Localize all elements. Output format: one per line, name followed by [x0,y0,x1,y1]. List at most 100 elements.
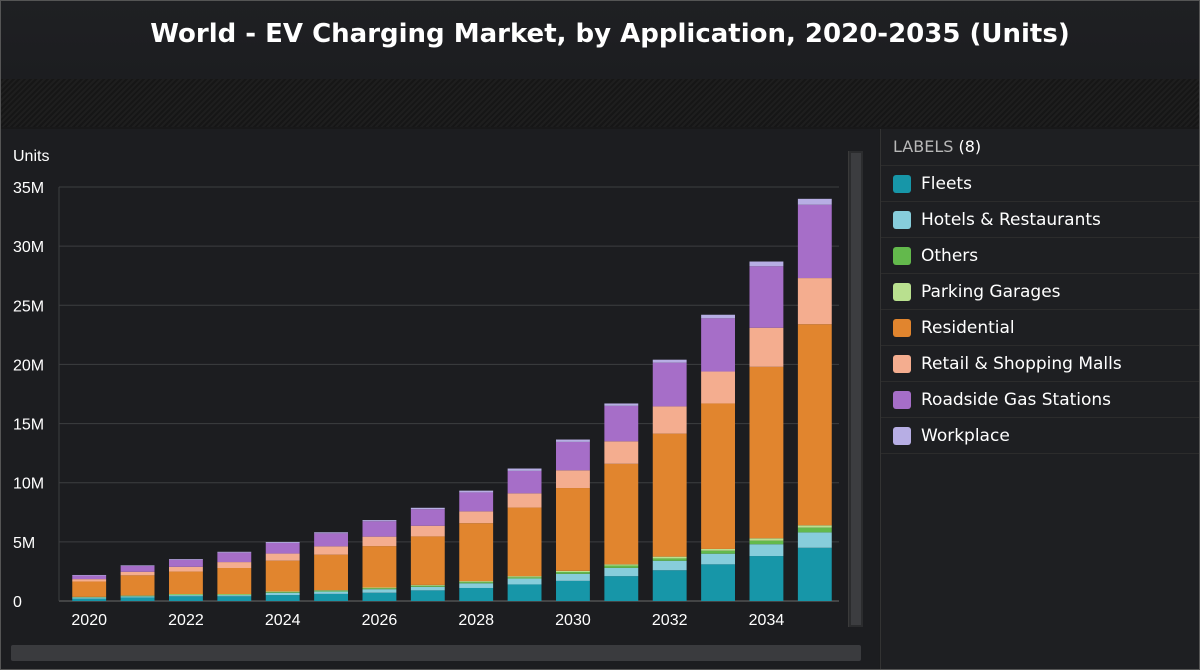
bar-segment [362,546,397,588]
y-tick-label: 5M [13,535,35,552]
y-axis-title: Units [13,148,49,165]
bar-segment [217,567,252,595]
legend-item[interactable]: Retail & Shopping Malls [881,346,1199,382]
vertical-scrollbar[interactable] [848,151,863,627]
legend-item[interactable]: Hotels & Restaurants [881,202,1199,238]
bar-segment [749,538,784,541]
bar-segment [410,590,445,601]
bar-segment [556,441,590,471]
legend-item[interactable]: Parking Garages [881,274,1199,310]
bar-segment [556,580,590,601]
bar-segment [217,595,252,597]
bar-segment [652,558,687,561]
bar-stack [507,468,542,601]
bar-segment [701,553,735,565]
bar-segment [507,493,542,508]
bar-segment [314,593,348,601]
bar-segment [701,314,735,319]
vertical-scrollbar-thumb[interactable] [851,153,861,625]
bar-segment [701,403,735,549]
bar-stack [265,541,300,601]
bar-segment [265,542,300,554]
legend-swatch [893,174,911,193]
bar-segment [701,550,735,554]
bar-segment [604,564,639,566]
bar-segment [217,596,252,601]
bar-segment [797,525,832,528]
bar-segment [604,463,639,565]
bar-stack [797,198,832,601]
bars [72,198,832,601]
bar-segment [314,590,348,591]
bar-segment [362,521,397,537]
bar-stack [169,559,203,601]
bar-segment [265,592,300,593]
bar-segment [459,511,494,524]
bar-stack [556,439,590,601]
bar-segment [749,556,784,601]
legend-list: Fleets Hotels & Restaurants Others Parking … [881,166,1199,454]
legend-swatch [893,426,911,445]
bar-segment [556,470,590,489]
legend-label: Fleets [921,173,972,194]
bar-segment [265,541,300,543]
legend-swatch [893,246,911,265]
bar-segment [507,507,542,577]
bar-segment [265,595,300,601]
bar-segment [459,523,494,582]
bar-segment [701,548,735,551]
bar-segment [314,546,348,555]
bar-segment [120,565,155,572]
legend-header-count: (8) [958,137,982,156]
bar-segment [410,507,445,510]
bar-segment [265,591,300,593]
bar-segment [749,327,784,367]
bar-segment [72,574,107,576]
bar-segment [217,562,252,568]
legend-label: Workplace [921,425,1010,446]
bar-stack [217,551,252,601]
bar-segment [749,266,784,328]
legend-item[interactable]: Fleets [881,166,1199,202]
bar-segment [120,571,155,576]
legend-item[interactable]: Roadside Gas Stations [881,382,1199,418]
bar-segment [749,366,784,539]
bar-segment [217,551,252,553]
horizontal-scrollbar[interactable] [11,645,861,661]
x-tick-label: 2030 [555,612,591,629]
bar-segment [459,587,494,601]
chart-panel: Units 0 5M 10M 15M 20M 25M 30M 35M 2020 2022 2024… [1,129,879,669]
gridlines [58,186,839,602]
bar-segment [362,520,397,522]
bar-segment [556,439,590,442]
bar-segment [749,544,784,557]
bar-segment [362,592,397,601]
bar-segment [507,578,542,585]
x-tick-label: 2028 [458,612,494,629]
bar-segment [314,533,348,547]
y-tick-label: 15M [13,417,44,434]
bar-segment [797,204,832,279]
stacked-bar-chart: Units 0 5M 10M 15M 20M 25M 30M 35M 2020 2022 2024… [13,148,839,629]
legend-item[interactable]: Workplace [881,418,1199,454]
y-tick-label: 25M [13,298,44,315]
y-tick-label: 10M [13,476,44,493]
bar-segment [265,553,300,561]
bar-segment [120,565,155,566]
legend-label: Roadside Gas Stations [921,389,1112,410]
x-tick-label: 2024 [265,612,301,629]
bar-segment [604,441,639,464]
y-tick-label: 0 [13,594,22,611]
legend-label: Others [921,245,979,266]
bar-stack [749,261,784,601]
bar-segment [217,552,252,563]
legend-item[interactable]: Others [881,238,1199,274]
bar-segment [797,547,832,601]
bar-segment [604,576,639,601]
bar-segment [72,579,107,582]
bar-segment [169,571,203,595]
bar-segment [410,584,445,586]
bar-segment [410,585,445,587]
legend-item[interactable]: Residential [881,310,1199,346]
